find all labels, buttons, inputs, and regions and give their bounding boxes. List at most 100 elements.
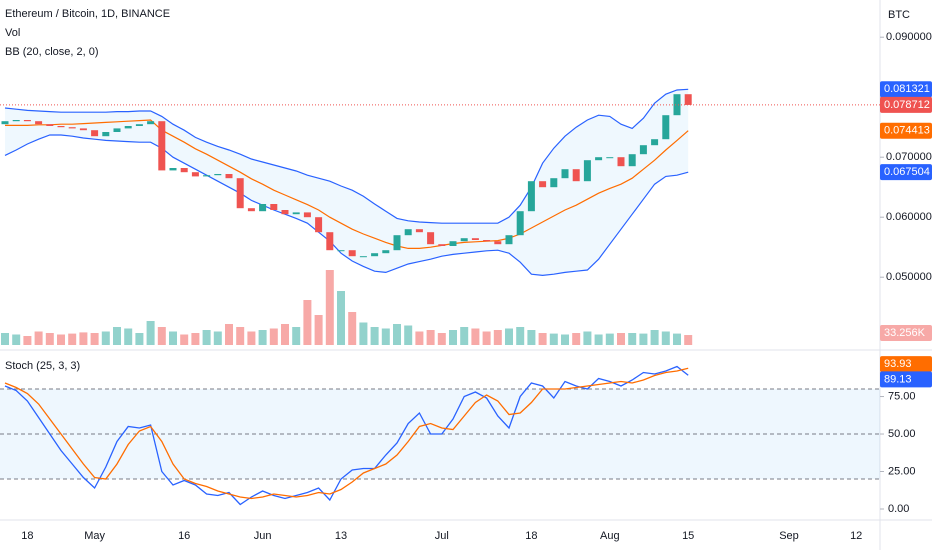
volume-bar (258, 330, 267, 345)
chart-title: Ethereum / Bitcoin, 1D, BINANCE (5, 8, 170, 20)
bb-upper-value-box (880, 81, 932, 98)
candle (371, 253, 379, 257)
stoch-tick-label: 75.00 (888, 390, 916, 402)
volume-bar (348, 312, 357, 345)
stoch-d (4, 367, 689, 500)
bb-middle-value-box (880, 122, 932, 139)
volume-bar (549, 333, 558, 345)
candle (460, 238, 468, 242)
volume-bar (426, 330, 435, 345)
x-tick-label: 18 (21, 530, 33, 542)
stoch-k-value: 89.13 (884, 373, 912, 385)
x-tick-label: 16 (178, 530, 190, 542)
volume-bar (628, 333, 637, 345)
stoch-k-value-box (880, 371, 932, 388)
y-tick-label: 0.070000 (886, 151, 932, 163)
candle (68, 127, 76, 129)
candle (550, 178, 558, 188)
volume-bar (1, 333, 9, 345)
candle (539, 181, 547, 188)
candle (662, 115, 670, 140)
candle (91, 130, 99, 137)
volume-bar (213, 331, 222, 345)
bb-lower-value: 0.067504 (884, 166, 930, 178)
x-tick-label: 12 (850, 530, 862, 542)
volume-bar (661, 331, 670, 345)
candle (315, 217, 323, 233)
y-tick-label: 0.090000 (886, 31, 932, 43)
volume-bar (236, 327, 245, 345)
bb-middle-value: 0.074413 (884, 125, 930, 137)
candle (180, 168, 188, 173)
currency: BTC (888, 9, 910, 21)
y-tick-label: 0.060000 (886, 211, 932, 223)
candle (561, 169, 569, 179)
volume-bar (101, 331, 110, 345)
candle (337, 250, 345, 252)
volume-bar (673, 333, 681, 345)
volume-bar (415, 331, 424, 345)
candle (382, 250, 390, 254)
candle (516, 211, 524, 236)
volume-bar (169, 331, 177, 345)
x-tick-label: 13 (335, 530, 347, 542)
candle (158, 121, 166, 171)
candle (617, 157, 625, 167)
candle (281, 210, 289, 215)
bb-lower (4, 134, 689, 277)
volume-bar (650, 330, 659, 345)
x-tick-label: Sep (779, 530, 799, 542)
candle (505, 235, 513, 245)
volume-bar (113, 327, 121, 345)
last-price-value-box (880, 96, 932, 113)
candle (124, 126, 132, 129)
volume-bar (303, 300, 312, 345)
candle (169, 168, 177, 171)
volume-bar (493, 330, 502, 345)
candle (348, 250, 356, 257)
volume-bar (225, 324, 233, 345)
volume-bar (281, 324, 289, 345)
stoch-d-value: 93.93 (884, 358, 912, 370)
volume-bar (404, 325, 413, 345)
last-price-value: 0.078712 (884, 99, 930, 111)
volume-bar (314, 315, 323, 345)
x-tick-label: 15 (682, 530, 694, 542)
plot (0, 88, 880, 506)
volume-title: Vol (5, 27, 20, 39)
candle (639, 145, 647, 155)
candle (471, 238, 479, 240)
bb-lower-value-box (880, 164, 932, 181)
candle (113, 128, 121, 132)
candle (404, 229, 412, 236)
volume-bar (583, 331, 592, 345)
candle (247, 208, 255, 212)
candle (415, 229, 423, 233)
candle (583, 160, 591, 182)
candle (606, 157, 614, 159)
candle (628, 154, 636, 167)
candle (191, 172, 199, 177)
volume-bar (527, 330, 536, 345)
candle (359, 256, 367, 258)
candle (236, 178, 244, 209)
stoch-tick-label: 25.00 (888, 465, 916, 477)
candle (79, 128, 87, 131)
candle (326, 232, 334, 251)
volume-bar (572, 333, 581, 345)
candle (494, 241, 502, 245)
volume-bar (79, 332, 88, 345)
volume-bar (337, 291, 345, 345)
volume-bar (180, 334, 189, 345)
stoch-tick-label: 0.00 (888, 503, 909, 515)
stoch-k (4, 365, 689, 506)
volume-bar (561, 334, 569, 345)
volume-bar (605, 333, 614, 345)
volume-bar (325, 270, 334, 345)
candle (483, 240, 491, 242)
candle (57, 126, 65, 128)
volume-bar (23, 336, 32, 345)
volume-bar (393, 324, 401, 345)
volume-bar (146, 321, 155, 345)
